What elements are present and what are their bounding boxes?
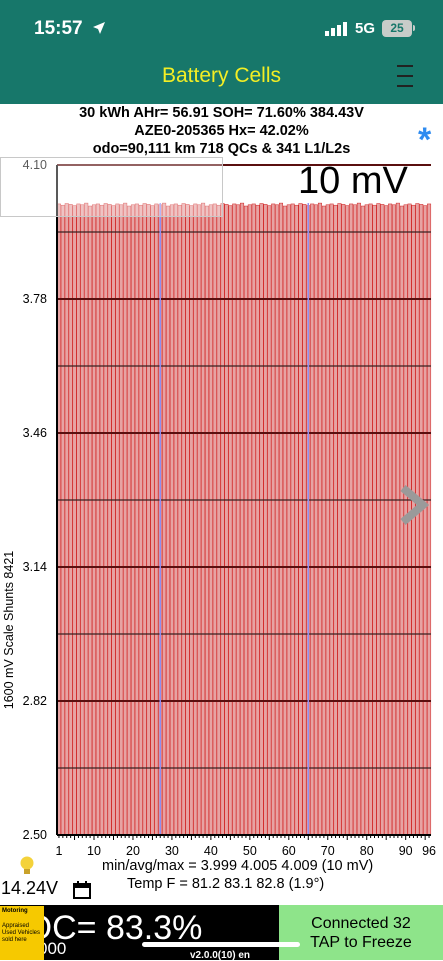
scale-overlay-box[interactable] <box>0 157 223 217</box>
freeze-label: TAP to Freeze <box>310 934 412 951</box>
x-tick-labels: 1 10 20 30 40 50 60 70 80 90 96 <box>55 835 436 858</box>
battery-tip <box>413 25 415 31</box>
location-arrow-icon <box>93 22 105 34</box>
y-tick-label: 3.14 <box>23 560 47 574</box>
cell-bar <box>123 202 128 836</box>
star-icon[interactable]: * <box>418 121 432 159</box>
x-tick-label: 70 <box>321 844 335 858</box>
x-tick-label: 20 <box>126 844 140 858</box>
home-indicator[interactable] <box>142 942 300 947</box>
cell-bar <box>356 202 361 836</box>
y-tick-labels: 4.10 3.78 3.46 3.14 2.82 2.50 <box>23 158 47 842</box>
connection-status: Connected 32 <box>311 915 411 932</box>
cell-bar <box>88 205 93 836</box>
y-tick-label: 3.78 <box>23 292 47 306</box>
y-tick-label: 4.10 <box>23 158 47 172</box>
x-tick-label: 60 <box>282 844 296 858</box>
freeze-button[interactable]: Connected 32 TAP to Freeze <box>279 905 443 960</box>
cell-bar <box>267 205 272 836</box>
y-tick-label: 2.82 <box>23 694 47 708</box>
y-axis-label: 1600 mV Scale Shunts 8421 <box>2 551 16 709</box>
cell-bar <box>279 202 284 836</box>
dealer-badge-line: sold here <box>2 937 27 943</box>
odometer-fragment: 000 <box>38 939 67 958</box>
x-tick-label: 96 <box>422 844 436 858</box>
cell-bar <box>240 202 245 836</box>
cell-bar <box>345 205 350 836</box>
cell-bar <box>162 202 167 836</box>
scale-label[interactable]: 10 mV <box>298 160 408 202</box>
dealer-badge-line: Appraised <box>2 923 30 929</box>
cell-markers <box>159 203 310 835</box>
cell-bar <box>384 205 389 836</box>
cell-bar <box>204 205 209 836</box>
x-tick-label: 10 <box>87 844 101 858</box>
lightbulb-icon[interactable] <box>18 855 36 877</box>
cell-voltage-chart[interactable]: 4.10 3.78 3.46 3.14 2.82 2.50 1 10 20 30 40 50 60 70… <box>0 150 443 866</box>
cell-bar <box>189 205 194 836</box>
cell-voltage-stats: min/avg/max = 3.999 4.005 4.009 (10 mV) <box>102 858 374 874</box>
cell-bar <box>228 205 233 836</box>
cellular-signal-icon <box>325 22 347 36</box>
y-tick-label: 2.50 <box>23 828 47 842</box>
dealer-badge-line: Used Vehicles <box>2 930 41 936</box>
network-type: 5G <box>355 20 376 37</box>
x-tick-label: 90 <box>399 844 413 858</box>
x-tick-label: 40 <box>204 844 218 858</box>
battery-icon: 25 <box>382 20 412 37</box>
cell-bar <box>201 202 206 836</box>
summary-line-vin: AZE0-205365 Hx= 42.02% <box>134 123 309 139</box>
cell-bar <box>111 205 116 836</box>
cell-bar <box>243 205 248 836</box>
status-time: 15:57 <box>34 18 83 39</box>
calendar-icon[interactable] <box>72 880 92 900</box>
cell-bar <box>321 205 326 836</box>
x-tick-label: 50 <box>243 844 257 858</box>
cell-bar <box>72 205 77 836</box>
cell-bar <box>166 205 171 836</box>
cell-bar <box>127 205 132 836</box>
x-tick-label: 80 <box>360 844 374 858</box>
aux-battery-voltage: 14.24V <box>1 878 59 898</box>
battery-summary: 30 kWh AHr= 56.91 SOH= 71.60% 384.43V AZ… <box>0 104 443 158</box>
summary-line-capacity: 30 kWh AHr= 56.91 SOH= 71.60% 384.43V <box>79 105 364 121</box>
cell-bar <box>150 205 155 836</box>
cell-bar <box>317 202 322 836</box>
y-tick-label: 3.46 <box>23 426 47 440</box>
page-title: Battery Cells <box>161 64 282 87</box>
dealer-badge-line: Motoring <box>2 908 28 914</box>
temperature-stats: Temp F = 81.2 83.1 82.8 (1.9°) <box>127 876 325 892</box>
app-header: 15:57 5G 25 Battery Cells <box>0 0 443 104</box>
cell-bars <box>56 202 432 836</box>
cell-bar <box>282 205 287 836</box>
cell-bar <box>360 205 365 836</box>
dealer-badge: Motoring Appraised Used Vehicles sold he… <box>0 906 44 960</box>
chart-axes <box>56 165 431 836</box>
x-tick-label: 30 <box>165 844 179 858</box>
x-tick-label: 1 <box>55 844 62 858</box>
cell-bar <box>84 202 89 836</box>
chevron-right-icon[interactable] <box>397 484 429 526</box>
app-version: v2.0.0(10) en <box>190 950 251 961</box>
menu-icon[interactable] <box>395 63 415 89</box>
summary-line-odometer: odo=90,111 km 718 QCs & 341 L1/L2s <box>92 141 351 157</box>
